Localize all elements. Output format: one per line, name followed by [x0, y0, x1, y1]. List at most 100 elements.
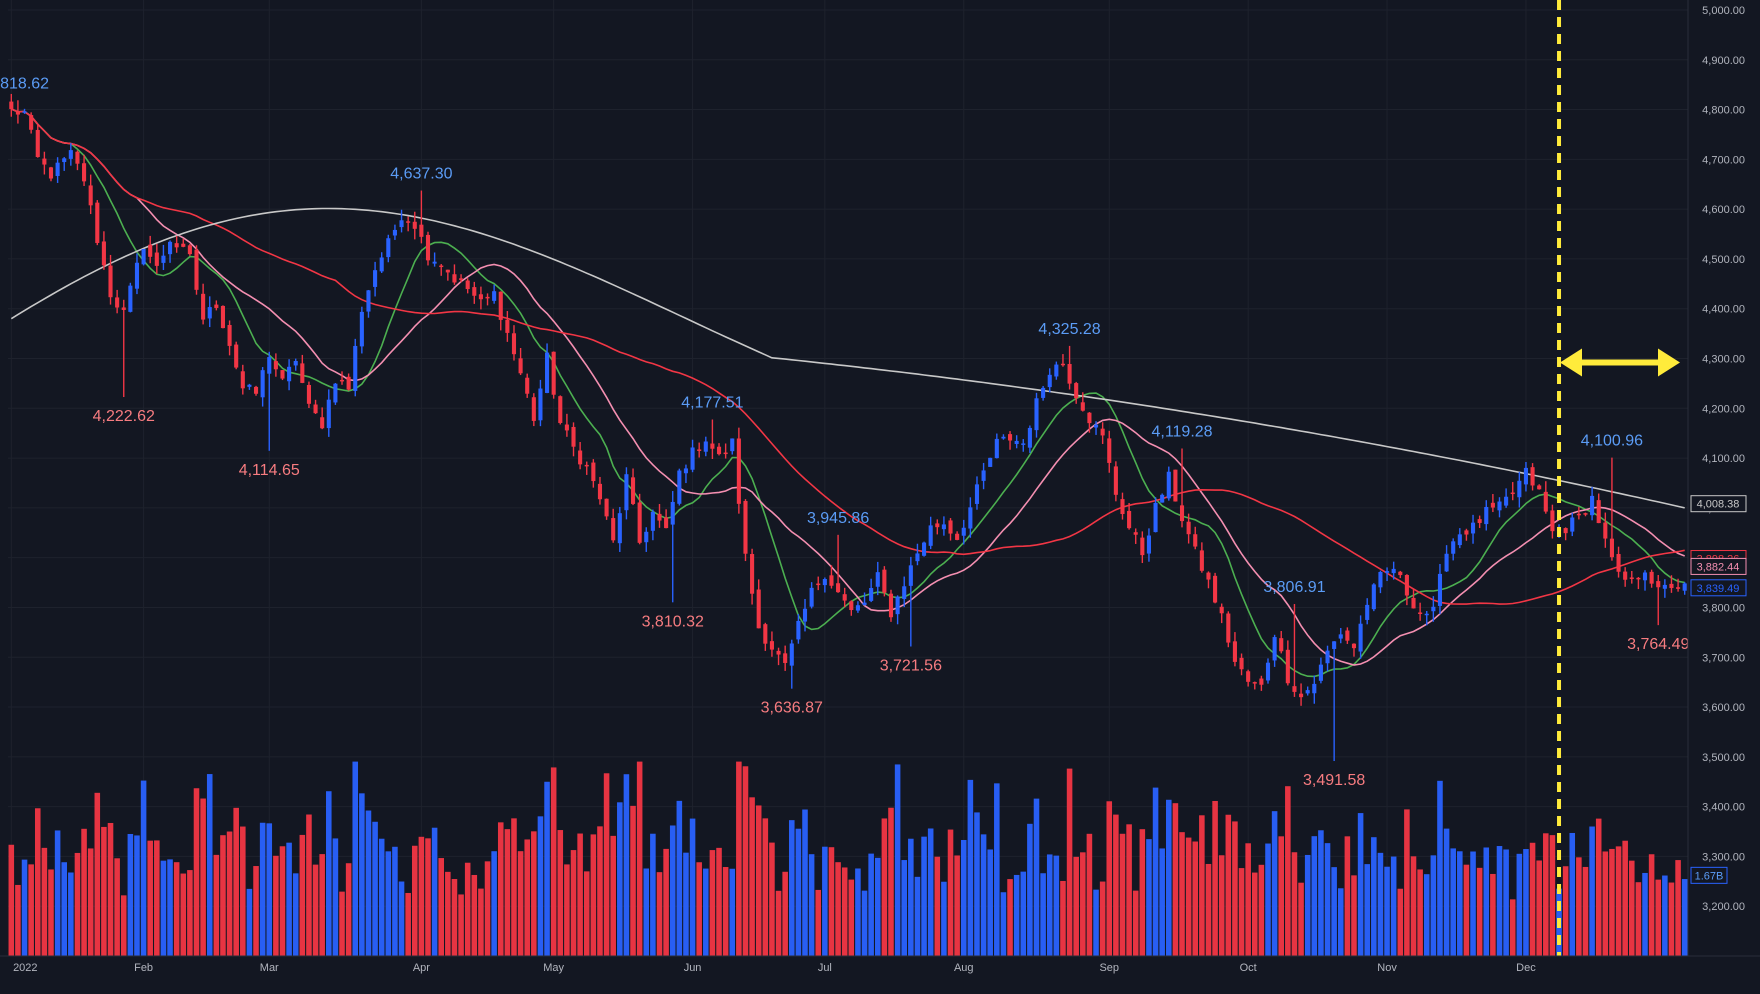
candle-body	[320, 417, 325, 429]
candle-body	[1014, 440, 1019, 444]
candle	[22, 108, 27, 114]
volume-bar	[709, 850, 716, 956]
volume-bar	[140, 780, 147, 956]
candle	[1398, 570, 1403, 579]
candle-body	[888, 593, 894, 618]
price-tag-box	[1690, 557, 1747, 575]
candle-body	[518, 358, 523, 374]
volume-bar	[1344, 836, 1351, 956]
candle-body	[253, 386, 259, 394]
candle-body	[1411, 597, 1416, 609]
time-axis[interactable]: 2022 Feb Mar Apr May Jun Jul Aug Sep Oct Nov Dec	[0, 955, 1760, 989]
volume-bar	[822, 846, 828, 956]
volume-bar	[696, 862, 702, 956]
candle-body	[511, 333, 517, 355]
volume-bar	[1013, 874, 1020, 956]
volume-bar	[511, 818, 517, 956]
price-tick-label: 4,500.00	[1702, 254, 1745, 266]
candle-body	[121, 307, 126, 310]
candle-body	[425, 234, 431, 261]
candle	[723, 443, 728, 459]
volume-bar	[636, 761, 643, 956]
candle-body	[968, 507, 973, 529]
candle-body	[1385, 571, 1390, 573]
candle-body	[174, 243, 179, 248]
volume-bar	[1576, 857, 1582, 956]
candle	[227, 320, 232, 356]
candle-body	[214, 304, 219, 308]
candle-body	[617, 513, 622, 544]
volume-bar	[974, 812, 980, 956]
ma-slow-line	[10, 108, 1685, 605]
volume-bar	[1179, 832, 1185, 956]
candle	[1279, 630, 1284, 654]
candle	[1093, 421, 1099, 435]
candle	[1067, 345, 1072, 390]
candle-body	[207, 307, 212, 319]
candle-body	[9, 101, 14, 110]
candle-body	[22, 111, 27, 113]
candle	[1385, 567, 1390, 582]
volume-bar	[1516, 853, 1523, 956]
candle	[525, 373, 530, 398]
volume-bar	[1423, 874, 1430, 956]
candle	[1213, 572, 1218, 604]
volume-bar	[147, 840, 153, 956]
volume-bar	[286, 842, 292, 956]
candle-body	[650, 511, 655, 531]
volume-bar	[623, 774, 630, 956]
volume-tag-box	[1690, 866, 1728, 884]
candle-body	[1305, 690, 1310, 694]
volume-bar	[544, 781, 550, 956]
price-tag-label: 3,839.49	[1697, 583, 1740, 595]
volume-bar	[1066, 768, 1073, 956]
volume-bar	[1132, 890, 1139, 956]
candle	[1246, 669, 1251, 687]
candle	[48, 166, 54, 182]
candle	[273, 353, 278, 377]
volume-bar	[1027, 823, 1033, 956]
candle	[1060, 354, 1066, 367]
price-tag-box	[1690, 495, 1747, 513]
volume-bar	[1166, 799, 1172, 956]
candle-body	[756, 589, 761, 629]
candle	[68, 143, 73, 166]
candle	[657, 504, 662, 528]
volume-bar	[1589, 826, 1595, 956]
candle-body	[1219, 606, 1224, 614]
candle-body	[154, 252, 159, 266]
volume-bar	[193, 788, 200, 956]
volume-bar	[881, 818, 888, 956]
volume-bar	[180, 873, 187, 956]
candle	[392, 224, 397, 240]
candle	[333, 383, 338, 405]
candle-body	[1054, 364, 1059, 377]
candle-body	[1523, 467, 1529, 485]
candle-body	[1179, 505, 1185, 522]
candle	[888, 589, 894, 622]
candle	[366, 289, 371, 318]
volume-bar	[154, 840, 160, 956]
candle	[697, 442, 702, 458]
pivot-label: 3,491.58	[1303, 772, 1365, 789]
candle	[498, 291, 503, 331]
candle	[1418, 602, 1423, 621]
volume-bar	[1033, 798, 1040, 956]
candle-body	[657, 513, 662, 521]
candle	[346, 373, 351, 391]
candle	[941, 516, 946, 536]
candle	[154, 243, 159, 274]
candle	[677, 468, 682, 506]
candle	[1001, 434, 1006, 440]
candle-body	[1642, 572, 1648, 581]
price-axis[interactable]: 5,000.00 4,900.00 4,800.00 4,700.00 4,600.00…	[1687, 0, 1760, 989]
volume-bar	[253, 866, 259, 956]
candle	[1219, 603, 1224, 624]
volume-bar	[1483, 847, 1490, 956]
candle	[1457, 528, 1462, 549]
candle-body	[373, 270, 378, 287]
volume-bar	[894, 764, 901, 956]
candle-body	[1285, 649, 1290, 684]
